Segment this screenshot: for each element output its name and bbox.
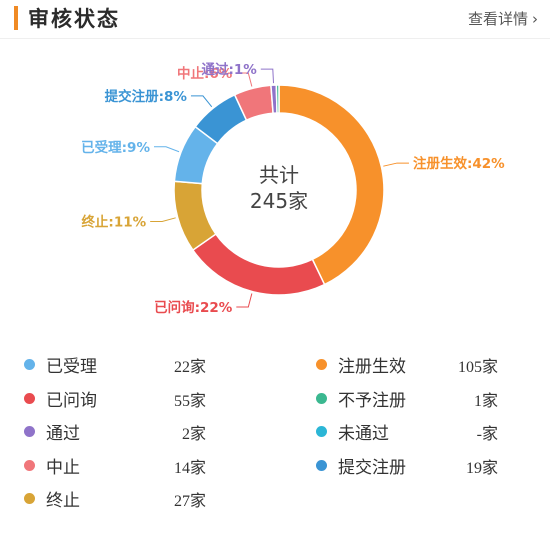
legend-dot-icon [24, 493, 35, 504]
legend-dot-icon [316, 426, 327, 437]
legend-label: 中止 [46, 457, 80, 478]
view-details-label: 查看详情 [467, 10, 528, 28]
leader-line-4 [190, 95, 213, 108]
leader-line-6 [260, 68, 275, 84]
legend-dot-icon [24, 359, 35, 370]
leader-line-0 [383, 162, 409, 167]
legend-item[interactable]: 已问询 55家 [24, 384, 206, 412]
legend-label: 不予注册 [338, 390, 406, 411]
legend-dot-icon [316, 359, 327, 370]
donut-slice-0 [278, 84, 385, 286]
legend-value: 1家 [473, 392, 498, 410]
slice-label-0: 注册生效:42% [413, 155, 505, 172]
legend-item[interactable]: 提交注册 19家 [316, 451, 498, 479]
slice-label-2: 终止:11% [81, 213, 146, 230]
view-details-link[interactable]: 查看详情 › [468, 8, 538, 29]
legend-dot-icon [316, 392, 327, 404]
donut-slice-1 [191, 233, 326, 296]
leader-line-3 [153, 146, 180, 153]
legend-item[interactable]: 通过 2家 [24, 417, 206, 445]
donut-slice-7 [275, 84, 280, 114]
chart-center-total: 245家 [250, 189, 308, 213]
legend-value: 2家 [181, 426, 206, 443]
chart-center-label: 共计 [259, 163, 299, 187]
legend-value: 22家 [173, 359, 206, 376]
legend-label: 已受理 [46, 357, 97, 377]
slice-label-3: 已受理:9% [81, 139, 150, 156]
legend-value: 14家 [173, 459, 206, 477]
legend-dot-icon [316, 459, 327, 471]
legend-label: 注册生效 [338, 357, 406, 377]
legend-value: -家 [476, 426, 498, 443]
legend-item[interactable]: 中止 14家 [24, 451, 206, 479]
legend-label: 已问询 [46, 390, 97, 411]
status-donut-chart: 注册生效:42% 已问询:22% 终止:11% 已受理:9% 提交注册:8% 中止:6%通… [81, 61, 505, 316]
legend-label: 未通过 [338, 424, 389, 444]
legend-item[interactable]: 已受理 22家 [24, 350, 206, 378]
legend-dot-icon [24, 459, 35, 471]
leader-line-2 [150, 217, 176, 222]
leader-line-5 [236, 72, 253, 87]
legend-value: 27家 [173, 493, 206, 510]
title-accent-bar [14, 6, 18, 30]
leader-line-1 [236, 293, 253, 308]
header: 审核状态 查看详情 › [0, 0, 550, 39]
legend-value: 19家 [465, 459, 498, 477]
legend-label: 通过 [46, 424, 80, 444]
slice-label-6: 通过:1% [201, 61, 257, 78]
slice-label-1: 已问询:22% [154, 299, 233, 316]
legend-value: 55家 [173, 392, 206, 410]
slice-label-4: 提交注册:8% [105, 88, 188, 105]
legend-item[interactable]: 不予注册 1家 [316, 384, 498, 412]
slice-label-5: 中止:6% [177, 65, 233, 82]
legend-item[interactable]: 注册生效 105家 [316, 350, 498, 378]
legend-dot-icon [24, 426, 35, 437]
chevron-right-icon: › [532, 10, 538, 28]
legend-dot-icon [24, 392, 35, 404]
legend-value: 105家 [457, 359, 498, 376]
page-title: 审核状态 [28, 7, 120, 31]
legend-label: 提交注册 [338, 457, 406, 478]
legend-label: 终止 [46, 491, 80, 511]
legend-item[interactable]: 未通过 -家 [316, 417, 498, 445]
legend-item[interactable]: 终止 27家 [24, 484, 206, 512]
